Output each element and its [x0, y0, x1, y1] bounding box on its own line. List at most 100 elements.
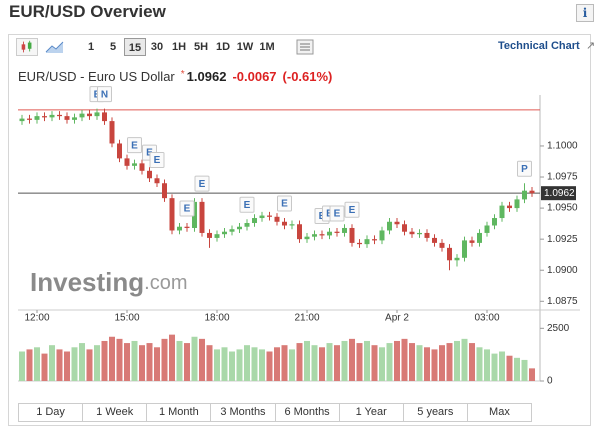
candle-body [387, 221, 392, 231]
info-button[interactable]: i [576, 4, 594, 22]
candle-body [109, 121, 115, 144]
volume-bar [236, 349, 243, 381]
interval-button[interactable]: 5 [109, 41, 117, 53]
volume-bar [409, 343, 415, 381]
technical-chart-link[interactable]: Technical Chart [498, 40, 580, 52]
range-button[interactable]: 1 Month [147, 404, 212, 421]
volume-bar [379, 347, 385, 381]
event-label: E [131, 140, 138, 151]
settings-button[interactable] [296, 39, 314, 55]
range-button[interactable]: 1 Day [19, 404, 84, 421]
range-button[interactable]: 5 years [404, 404, 468, 421]
candle-body [364, 239, 370, 245]
instrument-name: EUR/USD - Euro US Dollar [18, 69, 175, 84]
candle-type-button[interactable] [16, 38, 38, 56]
candle-body [19, 118, 25, 122]
volume-bar [304, 340, 310, 381]
volume-bar [131, 340, 138, 381]
interval-button[interactable]: 1 [87, 41, 95, 53]
event-marker [344, 201, 360, 218]
candle-body [462, 240, 467, 258]
candle-body [349, 227, 355, 243]
volume-bar [446, 343, 453, 381]
volume-bar [281, 345, 288, 381]
interval-group: 1 5 15 30 1H 5H 1D 1W 1M [80, 38, 278, 56]
event-marker [149, 152, 165, 169]
interval-button[interactable]: 1M [259, 41, 275, 53]
volume-bar [214, 349, 220, 381]
price-change-percent: (-0.61%) [282, 69, 333, 84]
candle-body [357, 242, 362, 245]
candle-body [297, 224, 302, 240]
candle-body [409, 231, 415, 235]
interval-button[interactable]: 1W [236, 41, 254, 53]
interval-button[interactable]: 1D [215, 41, 231, 53]
watermark-suffix: .com [144, 272, 187, 294]
event-marker [194, 175, 210, 192]
candle-body [507, 205, 512, 209]
volume-bar [191, 336, 198, 381]
volume-bar [401, 338, 408, 381]
candle-body [447, 247, 452, 261]
watermark-brand-text: Investing [30, 267, 144, 297]
volume-bar [461, 338, 468, 381]
volume-bar [364, 340, 370, 381]
volume-bar [424, 347, 430, 381]
candle-body [267, 215, 272, 217]
event-label: E [199, 179, 206, 190]
range-group: 1 Day 1 Week 1 Month 3 Months 6 Months 1 Year… [18, 403, 532, 422]
interval-button[interactable]: 15 [124, 38, 146, 56]
volume-bar [41, 353, 48, 381]
event-label: N [101, 89, 108, 100]
candle-body [259, 215, 265, 219]
chart: Investing.com 1.1000 1.0975 1.0950 1.0925 1.… [18, 86, 580, 387]
candle-body [312, 234, 317, 237]
volume-bar [101, 340, 108, 381]
candle-body [34, 116, 40, 120]
interval-button[interactable]: 30 [150, 41, 164, 53]
interval-button[interactable]: 5H [193, 41, 209, 53]
volume-bar [439, 345, 445, 381]
x-tick-label: Apr 2 [385, 313, 409, 324]
volume-bar [371, 345, 378, 381]
volume-bar [64, 351, 70, 381]
candle-body [522, 190, 527, 200]
candle-body [282, 221, 287, 226]
candle-body [424, 232, 430, 238]
candle-body [229, 229, 235, 232]
volume-bar [484, 349, 490, 381]
event-label: E [349, 205, 356, 216]
candle-body [57, 114, 62, 117]
event-marker [97, 86, 112, 103]
candle-body [154, 178, 160, 184]
candle-body [454, 257, 460, 261]
volume-bar [499, 351, 505, 381]
candle-body [139, 163, 145, 171]
range-button[interactable]: 1 Week [83, 404, 148, 421]
range-button[interactable]: 3 Months [211, 404, 276, 421]
volume-bar [296, 343, 303, 381]
x-tick-label: 18:00 [204, 313, 229, 324]
candle-body [214, 234, 220, 238]
event-label: E [244, 200, 251, 211]
y-tick-label: 1.0975 [547, 172, 578, 183]
volume-bar [431, 349, 438, 381]
volume-bar [26, 349, 33, 381]
interval-button[interactable]: 1H [171, 41, 187, 53]
range-button[interactable]: Max [489, 406, 510, 418]
volume-bar [71, 347, 78, 381]
volume-bar [19, 351, 25, 381]
range-button[interactable]: 1 Year [340, 404, 404, 421]
event-marker [277, 195, 292, 212]
watermark-brand: Investing.com [30, 267, 187, 297]
area-type-button[interactable] [44, 38, 66, 56]
volume-bar [56, 349, 63, 381]
expand-button[interactable]: ↗ [586, 40, 596, 52]
volume-bar [109, 336, 115, 381]
x-tick-label: 03:00 [474, 313, 499, 324]
candle-body [162, 183, 167, 199]
range-button[interactable]: 6 Months [276, 404, 340, 421]
volume-bar [356, 343, 363, 381]
candle-body [529, 190, 535, 194]
